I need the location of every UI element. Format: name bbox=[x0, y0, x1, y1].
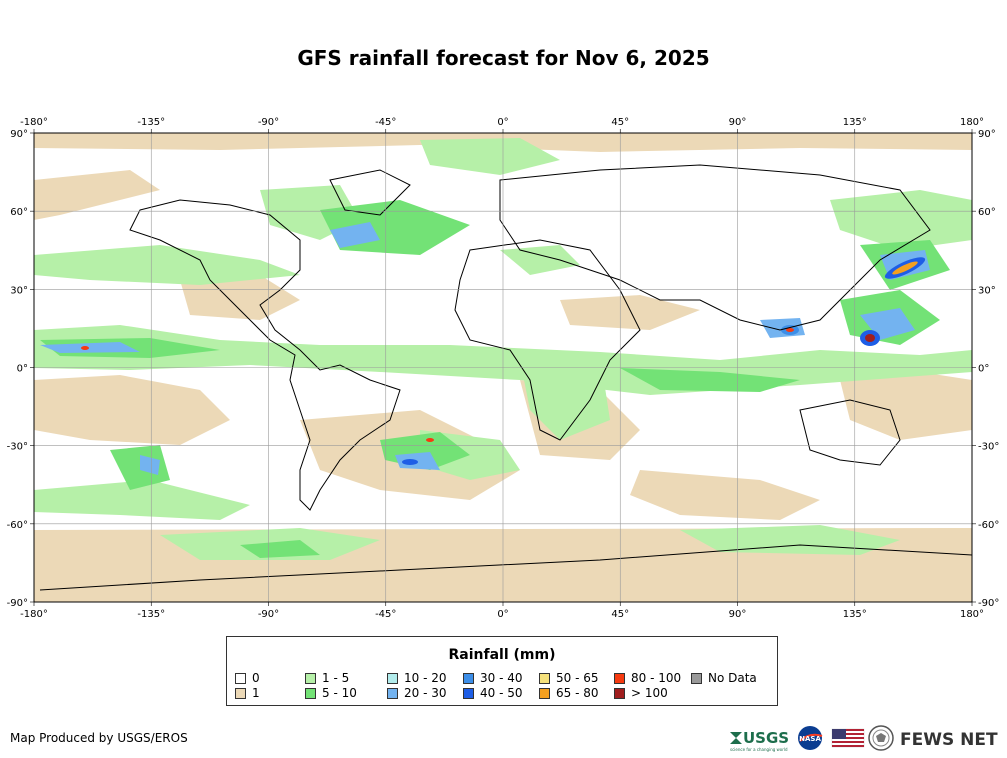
legend-label: 1 - 5 bbox=[322, 671, 350, 685]
lat-label: 90° bbox=[10, 129, 28, 140]
legend-label: No Data bbox=[708, 671, 757, 685]
nasa-wordmark: NASA bbox=[799, 735, 821, 743]
legend-item: 40 - 50 bbox=[463, 686, 523, 700]
legend-label: 5 - 10 bbox=[322, 686, 357, 700]
state-dept-seal-icon bbox=[868, 725, 894, 751]
lon-label: -180° bbox=[20, 609, 48, 620]
legend-item: 65 - 80 bbox=[539, 686, 599, 700]
legend-item: 80 - 100 bbox=[614, 671, 681, 685]
lon-label: 180° bbox=[960, 609, 984, 620]
lat-label: -90° bbox=[7, 598, 28, 609]
usgs-mark-icon bbox=[730, 732, 742, 744]
legend-label: 0 bbox=[252, 671, 260, 685]
lon-label: 135° bbox=[843, 117, 867, 128]
legend-label: 10 - 20 bbox=[404, 671, 447, 685]
legend-item: 5 - 10 bbox=[305, 686, 357, 700]
lon-labels-bottom: -180° -135° -90° -45° 0° 45° 90° 135° 180° bbox=[20, 609, 984, 620]
legend-item: 0 bbox=[235, 671, 260, 685]
legend-item: 20 - 30 bbox=[387, 686, 447, 700]
lon-label: 90° bbox=[729, 117, 747, 128]
lat-label: 0° bbox=[978, 364, 989, 375]
lon-label: 0° bbox=[497, 117, 508, 128]
legend-item: > 100 bbox=[614, 686, 668, 700]
legend-swatch bbox=[235, 688, 246, 699]
fews-net-wordmark: FEWS NET bbox=[900, 730, 998, 750]
legend-swatch bbox=[387, 688, 398, 699]
lon-label: 180° bbox=[960, 117, 984, 128]
legend-swatch bbox=[235, 673, 246, 684]
rainfall-map: -180° -135° -90° -45° 0° 45° 90° 135° 180° -180°… bbox=[7, 117, 1000, 620]
lon-label: -135° bbox=[137, 609, 165, 620]
legend-item: 50 - 65 bbox=[539, 671, 599, 685]
lon-label: 45° bbox=[611, 117, 629, 128]
lon-label: 0° bbox=[497, 609, 508, 620]
lon-label: 45° bbox=[611, 609, 629, 620]
legend-swatch bbox=[539, 673, 550, 684]
lat-label: 60° bbox=[978, 207, 996, 218]
lon-label: -45° bbox=[375, 609, 396, 620]
map-frame bbox=[33, 132, 973, 603]
legend-item: 10 - 20 bbox=[387, 671, 447, 685]
lon-label: -135° bbox=[137, 117, 165, 128]
credit-text: Map Produced by USGS/EROS bbox=[10, 731, 188, 745]
lat-labels-left: 90° 60° 30° 0° -30° -60° -90° bbox=[7, 129, 28, 609]
lat-label: 60° bbox=[10, 207, 28, 218]
legend-swatch bbox=[463, 688, 474, 699]
usgs-tagline: science for a changing world bbox=[730, 747, 788, 752]
legend-title: Rainfall (mm) bbox=[448, 647, 556, 663]
legend-swatch bbox=[463, 673, 474, 684]
legend-swatch bbox=[387, 673, 398, 684]
legend-swatch bbox=[691, 673, 702, 684]
legend-label: 30 - 40 bbox=[480, 671, 523, 685]
lat-label: -60° bbox=[978, 520, 999, 531]
rain-heavy-cores bbox=[81, 257, 926, 465]
lon-label: 135° bbox=[843, 609, 867, 620]
legend-label: 50 - 65 bbox=[556, 671, 599, 685]
lon-label: -180° bbox=[20, 117, 48, 128]
legend-item: 1 bbox=[235, 686, 260, 700]
lat-label: 90° bbox=[978, 129, 996, 140]
lat-label: 0° bbox=[17, 364, 28, 375]
legend-swatch bbox=[614, 673, 625, 684]
legend-label: 20 - 30 bbox=[404, 686, 447, 700]
lat-label: 30° bbox=[10, 285, 28, 296]
lat-label: -60° bbox=[7, 520, 28, 531]
legend-label: 80 - 100 bbox=[631, 671, 682, 685]
lat-label: -30° bbox=[978, 442, 999, 453]
us-flag-icon bbox=[831, 728, 865, 748]
legend-item: 30 - 40 bbox=[463, 671, 523, 685]
legend-swatch bbox=[539, 688, 550, 699]
legend-swatch bbox=[305, 673, 316, 684]
usgs-wordmark: USGS bbox=[743, 729, 789, 747]
lon-label: -90° bbox=[258, 117, 279, 128]
nasa-logo: NASA bbox=[798, 726, 823, 750]
lat-label: 30° bbox=[978, 285, 996, 296]
map-title: GFS rainfall forecast for Nov 6, 2025 bbox=[297, 46, 710, 70]
usgs-logo: USGS science for a changing world bbox=[730, 729, 789, 752]
legend-swatch bbox=[614, 688, 625, 699]
lon-label: -45° bbox=[375, 117, 396, 128]
lon-label: 90° bbox=[729, 609, 747, 620]
legend-label: 40 - 50 bbox=[480, 686, 523, 700]
legend-item: 1 - 5 bbox=[305, 671, 349, 685]
lat-label: -30° bbox=[7, 442, 28, 453]
legend-label: 65 - 80 bbox=[556, 686, 599, 700]
lat-label: -90° bbox=[978, 598, 999, 609]
lon-label: -90° bbox=[258, 609, 279, 620]
legend-swatch bbox=[305, 688, 316, 699]
coastlines bbox=[39, 164, 972, 591]
graticule bbox=[30, 129, 976, 606]
legend-label: 1 bbox=[252, 686, 260, 700]
lat-labels-right: 90° 60° 30° 0° -30° -60° -90° bbox=[978, 129, 999, 609]
lon-labels-top: -180° -135° -90° -45° 0° 45° 90° 135° 180° bbox=[20, 117, 984, 128]
legend-label: > 100 bbox=[631, 686, 668, 700]
legend-item: No Data bbox=[691, 671, 757, 685]
agency-logos: USGS science for a changing world NASA F… bbox=[730, 725, 998, 752]
